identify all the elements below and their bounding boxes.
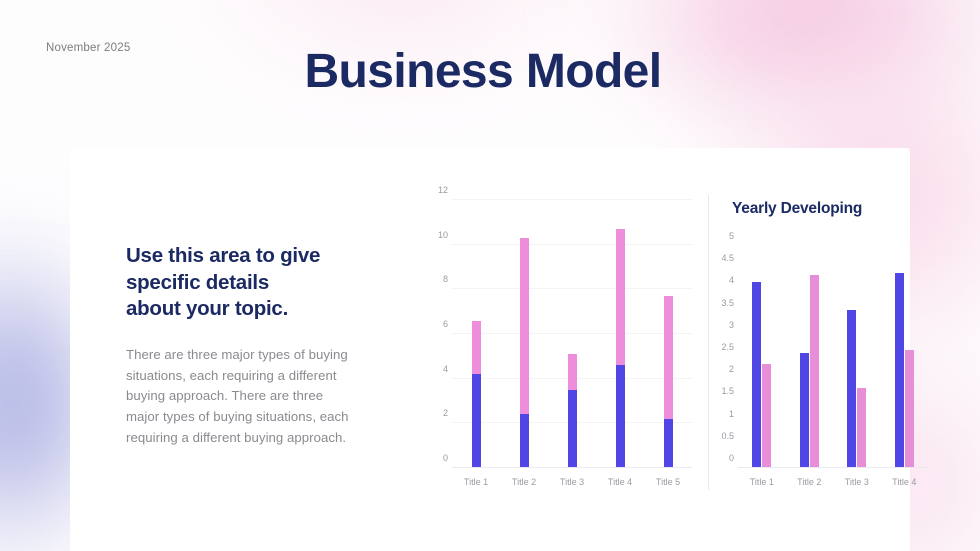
y-tick-label: 4 (442, 363, 448, 374)
x-tick-label: Title 4 (607, 477, 633, 487)
y-tick-label: 2 (442, 408, 448, 419)
gridline (452, 333, 692, 334)
x-tick-label: Title 3 (559, 477, 585, 487)
x-tick-label: Title 1 (749, 477, 774, 487)
x-tick-label: Title 2 (511, 477, 537, 487)
chart2-x-axis-line (738, 467, 928, 468)
chart1-bars (452, 200, 692, 468)
bar-group (799, 246, 819, 468)
x-tick-label: Title 3 (844, 477, 869, 487)
chart2-title: Yearly Developing (732, 200, 863, 217)
bar-slot (596, 200, 644, 468)
copy-heading: Use this area to give specific details a… (126, 244, 321, 321)
bar-group (847, 246, 867, 468)
stacked-bar[interactable] (663, 200, 673, 468)
chart2-bars (738, 246, 928, 468)
bar-slot (881, 246, 929, 468)
stacked-bar[interactable] (471, 200, 481, 468)
y-tick-label: 4.5 (721, 253, 734, 264)
bar-series-2[interactable] (809, 274, 819, 468)
y-tick-label: 6 (442, 319, 448, 329)
gridline (452, 199, 692, 200)
bar-series-1[interactable] (752, 281, 762, 468)
bar-series-2[interactable] (762, 363, 772, 468)
bar-slot (452, 200, 500, 468)
bar-slot (786, 246, 834, 468)
bar-group (894, 246, 914, 468)
chart1-x-axis-labels: Title 1 Title 2 Title 3 Title 4 Title 5 (452, 470, 692, 490)
bar-series-1[interactable] (799, 352, 809, 468)
copy-block: Use this area to give specific details a… (126, 243, 352, 449)
bar-segment-series-1[interactable] (471, 374, 481, 468)
bar-group (752, 246, 772, 468)
x-tick-label: Title 5 (655, 477, 681, 487)
y-tick-label: 2 (728, 364, 734, 375)
stacked-bar[interactable] (567, 200, 577, 468)
bar-segment-series-1[interactable] (615, 365, 625, 468)
chart1-y-axis: 0 2 4 6 8 10 12 (418, 185, 448, 468)
y-tick-label: 8 (442, 274, 448, 285)
chart2-plot-area (738, 246, 928, 468)
bar-segment-series-2[interactable] (519, 237, 529, 415)
bar-slot (833, 246, 881, 468)
stacked-bar-chart: 0 2 4 6 8 10 12 Title 1 Title 2 Title 3 Title 4 Ti… (438, 185, 692, 490)
y-tick-label: 0.5 (721, 430, 734, 441)
chart2-y-axis: 0 0.5 1 1.5 2 2.5 3 3.5 4 4.5 5 (704, 231, 734, 468)
date-label: November 2025 (46, 42, 131, 54)
bar-segment-series-1[interactable] (567, 389, 577, 468)
y-tick-label: 5 (728, 231, 734, 241)
chart1-plot-area (452, 199, 692, 468)
x-tick-label: Title 1 (463, 477, 489, 487)
y-tick-label: 12 (437, 185, 448, 195)
gridline (452, 243, 692, 245)
bar-series-2[interactable] (904, 350, 914, 468)
y-tick-label: 3.5 (721, 297, 734, 308)
copy-body: There are three major types of buying si… (126, 346, 349, 445)
x-tick-label: Title 4 (892, 477, 917, 487)
stacked-bar[interactable] (615, 200, 625, 468)
x-tick-label: Title 2 (797, 477, 822, 487)
chart2-x-axis-labels: Title 1 Title 2 Title 3 Title 4 (738, 470, 928, 490)
y-tick-label: 4 (728, 275, 734, 286)
y-tick-label: 10 (437, 229, 448, 240)
y-tick-label: 1.5 (721, 386, 734, 397)
bar-slot (500, 200, 548, 468)
y-tick-label: 0 (442, 453, 448, 463)
bar-slot (738, 246, 786, 468)
grouped-bar-chart: 0 0.5 1 1.5 2 2.5 3 3.5 4 4.5 5 Title 1 Title 2 Titl… (721, 231, 928, 490)
y-tick-label: 3 (728, 319, 734, 330)
y-tick-label: 0 (728, 453, 734, 463)
bar-segment-series-2[interactable] (567, 354, 577, 390)
chart-divider (708, 195, 709, 490)
bar-series-2[interactable] (857, 388, 867, 468)
bar-slot (644, 200, 692, 468)
bar-segment-series-2[interactable] (663, 296, 673, 419)
bar-series-1[interactable] (894, 272, 904, 468)
bar-segment-series-1[interactable] (519, 414, 529, 468)
content-card: Use this area to give specific details a… (70, 148, 928, 551)
y-tick-label: 2.5 (721, 342, 734, 352)
y-tick-label: 1 (728, 408, 734, 419)
stacked-bar[interactable] (519, 200, 529, 468)
page-title: Business Model (304, 45, 662, 98)
bar-segment-series-2[interactable] (615, 229, 625, 366)
chart1-x-axis-line (452, 467, 692, 468)
bar-segment-series-2[interactable] (471, 320, 481, 375)
bar-series-1[interactable] (847, 310, 857, 468)
charts-region: 0 2 4 6 8 10 12 Title 1 Title 2 Title 3 Title 4 Ti… (370, 178, 928, 551)
gridline (452, 288, 692, 290)
bar-segment-series-1[interactable] (663, 418, 673, 468)
bar-slot (548, 200, 596, 468)
